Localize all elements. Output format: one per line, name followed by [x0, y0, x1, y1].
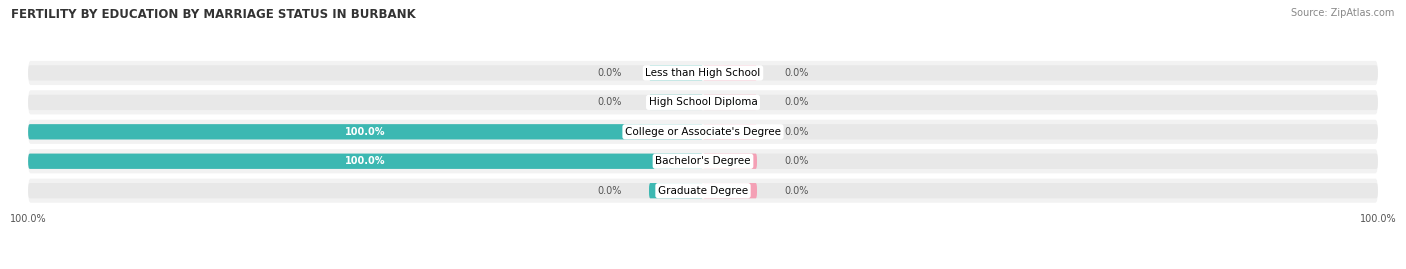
Text: Bachelor's Degree: Bachelor's Degree	[655, 156, 751, 166]
FancyBboxPatch shape	[28, 124, 703, 139]
Text: FERTILITY BY EDUCATION BY MARRIAGE STATUS IN BURBANK: FERTILITY BY EDUCATION BY MARRIAGE STATU…	[11, 8, 416, 21]
FancyBboxPatch shape	[650, 95, 703, 110]
FancyBboxPatch shape	[703, 65, 756, 81]
Text: 0.0%: 0.0%	[785, 127, 808, 137]
FancyBboxPatch shape	[703, 95, 756, 110]
FancyBboxPatch shape	[703, 183, 756, 198]
FancyBboxPatch shape	[28, 183, 703, 198]
Text: Graduate Degree: Graduate Degree	[658, 186, 748, 196]
FancyBboxPatch shape	[703, 154, 1378, 169]
FancyBboxPatch shape	[28, 179, 1378, 203]
Text: 0.0%: 0.0%	[598, 186, 621, 196]
FancyBboxPatch shape	[650, 183, 703, 198]
Text: 0.0%: 0.0%	[785, 68, 808, 78]
Text: High School Diploma: High School Diploma	[648, 97, 758, 107]
FancyBboxPatch shape	[650, 65, 703, 81]
Text: 0.0%: 0.0%	[598, 97, 621, 107]
Text: Source: ZipAtlas.com: Source: ZipAtlas.com	[1291, 8, 1395, 18]
FancyBboxPatch shape	[28, 149, 1378, 173]
Text: College or Associate's Degree: College or Associate's Degree	[626, 127, 780, 137]
FancyBboxPatch shape	[28, 95, 703, 110]
FancyBboxPatch shape	[703, 65, 1378, 81]
FancyBboxPatch shape	[703, 154, 756, 169]
Text: 0.0%: 0.0%	[785, 97, 808, 107]
FancyBboxPatch shape	[28, 90, 1378, 114]
FancyBboxPatch shape	[28, 61, 1378, 85]
FancyBboxPatch shape	[703, 124, 1378, 139]
Text: 0.0%: 0.0%	[785, 186, 808, 196]
FancyBboxPatch shape	[28, 124, 703, 139]
FancyBboxPatch shape	[703, 124, 756, 139]
Text: 100.0%: 100.0%	[346, 156, 385, 166]
FancyBboxPatch shape	[28, 154, 703, 169]
Text: 0.0%: 0.0%	[598, 68, 621, 78]
FancyBboxPatch shape	[703, 95, 1378, 110]
FancyBboxPatch shape	[703, 183, 1378, 198]
FancyBboxPatch shape	[28, 120, 1378, 144]
Text: 100.0%: 100.0%	[346, 127, 385, 137]
Text: Less than High School: Less than High School	[645, 68, 761, 78]
FancyBboxPatch shape	[28, 154, 703, 169]
FancyBboxPatch shape	[28, 65, 703, 81]
Text: 0.0%: 0.0%	[785, 156, 808, 166]
